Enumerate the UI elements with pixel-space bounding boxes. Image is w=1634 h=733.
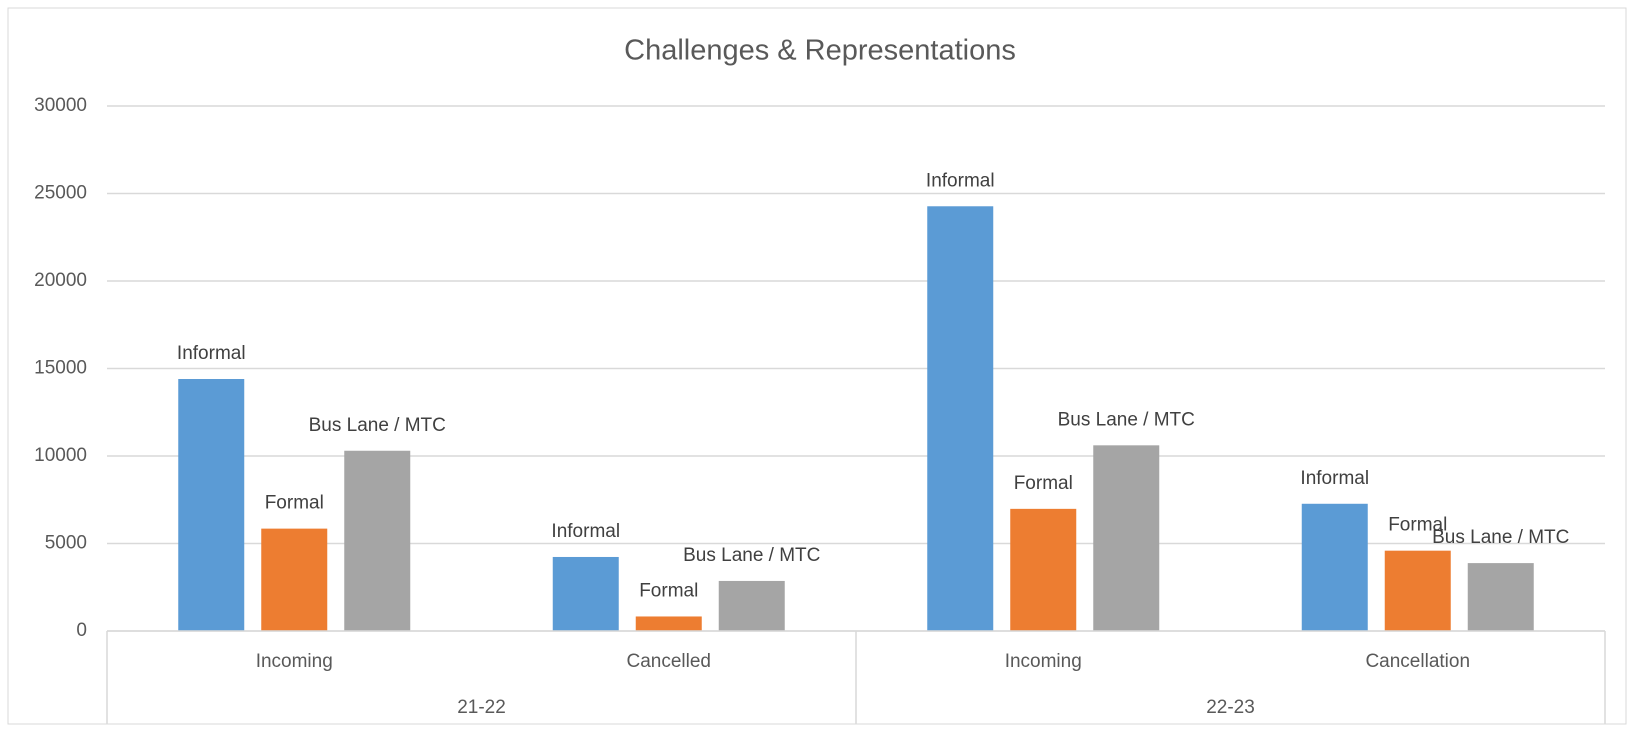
data-label: Formal [1388,515,1447,536]
y-tick-label: 25000 [34,183,87,204]
bar [635,616,702,631]
data-label: Formal [1014,473,1073,494]
bar [178,379,245,631]
y-tick-label: 5000 [45,533,87,554]
data-label: Bus Lane / MTC [683,545,820,566]
bar [1093,445,1160,631]
data-label: Informal [1300,468,1369,489]
y-tick-label: 10000 [34,445,87,466]
y-tick-label: 0 [76,620,87,641]
bar [718,580,785,631]
bar [344,450,411,631]
y-tick-label: 30000 [34,95,87,116]
data-label: Formal [639,580,698,601]
data-label: Informal [177,343,246,364]
chart-frame [7,7,1627,725]
y-tick-label: 20000 [34,270,87,291]
bar [552,556,619,631]
x-tick-label: Incoming [256,651,333,672]
bar [1467,563,1534,631]
data-label: Informal [926,170,995,191]
group-label: 22-23 [1206,697,1255,718]
bar [261,528,328,631]
y-tick-label: 15000 [34,358,87,379]
x-tick-label: Incoming [1005,651,1082,672]
bar [1010,508,1077,631]
group-label: 21-22 [457,697,506,718]
bar [1301,503,1368,631]
bar [927,206,994,631]
bar [1384,550,1451,631]
data-label: Bus Lane / MTC [309,415,446,436]
x-tick-label: Cancellation [1365,651,1470,672]
x-tick-label: Cancelled [627,651,712,672]
data-label: Informal [551,521,620,542]
chart-title: Challenges & Representations [624,35,1016,67]
data-label: Bus Lane / MTC [1058,409,1195,430]
data-label: Formal [265,493,324,514]
data-label: Bus Lane / MTC [1432,527,1569,548]
